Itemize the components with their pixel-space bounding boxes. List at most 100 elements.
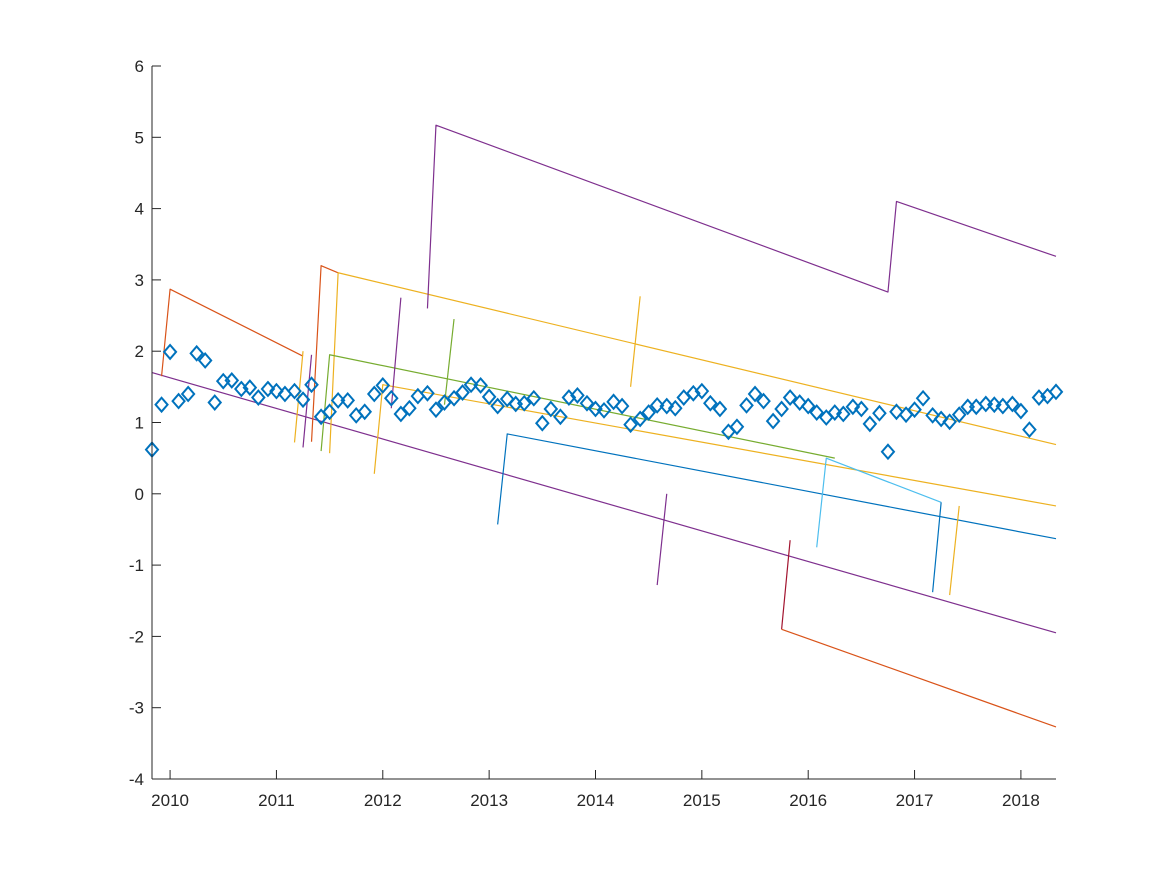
data-point-diamond — [872, 404, 887, 422]
data-point-diamond — [694, 382, 710, 400]
data-point-diamond — [729, 418, 745, 436]
data-point-diamond — [171, 392, 186, 410]
series-line-18 — [932, 502, 942, 593]
x-tick-label: 2015 — [683, 791, 721, 810]
data-point-diamond — [800, 397, 816, 415]
data-point-diamond — [915, 389, 931, 407]
data-point-diamond — [641, 404, 656, 421]
data-point-diamond — [712, 400, 728, 418]
y-tick-label: 2 — [135, 342, 144, 361]
data-point-diamond — [516, 394, 532, 412]
data-point-diamond — [835, 405, 851, 423]
data-point-diamond — [180, 385, 196, 403]
data-point-diamond — [756, 392, 771, 410]
series-line-4 — [310, 265, 339, 442]
data-point-diamond — [251, 389, 266, 406]
data-point-diamond — [189, 344, 204, 362]
x-tick-label: 2017 — [896, 791, 934, 810]
data-point-diamond — [880, 443, 896, 461]
x-tick-label: 2010 — [151, 791, 189, 810]
x-tick-label: 2013 — [470, 791, 508, 810]
data-point-diamond — [845, 398, 861, 416]
series-line-6 — [329, 272, 1057, 454]
data-point-diamond — [534, 414, 550, 432]
series-line-14 — [656, 493, 668, 586]
data-point-diamond — [304, 376, 319, 394]
data-point-diamond — [1005, 395, 1020, 413]
data-point-diamond — [499, 390, 515, 408]
data-point-diamond — [340, 391, 356, 409]
y-tick-label: -2 — [129, 627, 144, 646]
data-point-diamond — [197, 352, 213, 369]
y-tick-label: -4 — [129, 770, 144, 789]
data-point-diamond — [481, 388, 497, 406]
y-tick-label: -1 — [129, 556, 144, 575]
data-point-diamond — [889, 403, 904, 421]
series-line-13 — [497, 433, 1057, 540]
data-point-diamond — [162, 343, 178, 361]
data-point-diamond — [739, 396, 754, 414]
data-point-diamond — [774, 400, 789, 418]
data-point-diamond — [543, 400, 559, 418]
data-point-diamond — [393, 405, 409, 423]
data-point-diamond — [570, 386, 585, 404]
series-line-15 — [781, 540, 791, 630]
y-tick-label: 6 — [135, 57, 144, 76]
series-line-16 — [781, 628, 1057, 728]
data-point-diamond — [463, 376, 479, 394]
data-point-diamond — [207, 394, 223, 411]
data-point-diamond — [925, 406, 940, 424]
data-point-diamond — [623, 416, 638, 434]
series-line-12 — [629, 296, 641, 387]
data-point-diamond — [765, 412, 781, 430]
data-point-diamond — [366, 385, 382, 403]
series-layer — [144, 124, 1064, 728]
data-point-diamond — [1013, 402, 1029, 420]
data-point-diamond — [986, 396, 1002, 414]
data-point-diamond — [473, 377, 488, 394]
series-line-1 — [151, 372, 1057, 634]
data-point-diamond — [942, 413, 957, 431]
data-point-diamond — [402, 399, 417, 417]
x-tick-label: 2014 — [577, 791, 615, 810]
data-point-diamond — [330, 391, 346, 409]
x-tick-label: 2012 — [364, 791, 402, 810]
data-point-diamond — [1048, 383, 1064, 401]
data-point-diamond — [933, 410, 949, 428]
x-tick-label: 2016 — [789, 791, 827, 810]
data-point-diamond — [827, 404, 843, 421]
data-point-diamond — [154, 396, 169, 414]
data-point-diamond — [588, 400, 603, 418]
data-point-diamond — [357, 403, 373, 421]
data-point-diamond — [224, 372, 240, 389]
data-point-diamond — [703, 394, 718, 412]
data-point-diamond — [295, 391, 311, 409]
data-point-diamond — [1022, 421, 1037, 439]
x-tick-label: 2018 — [1002, 791, 1040, 810]
y-tick-label: 3 — [135, 271, 144, 290]
series-line-2 — [160, 288, 304, 377]
data-point-diamond — [606, 393, 621, 411]
data-point-diamond — [322, 403, 337, 421]
data-point-diamond — [907, 401, 922, 419]
data-point-diamond — [686, 384, 701, 402]
data-point-diamond — [269, 382, 284, 400]
axes: -4 -3 -2 -1 0 1 2 3 4 5 6 2010 2011 2012 2013 2014 2015 2… — [129, 57, 1056, 810]
data-point-diamond — [854, 400, 869, 418]
series-line-11 — [426, 124, 1057, 309]
data-point-diamond — [375, 377, 391, 394]
data-point-diamond — [792, 394, 808, 411]
y-tick-label: 4 — [135, 200, 144, 219]
y-tick-label: -3 — [129, 699, 144, 718]
data-point-diamond — [446, 389, 462, 407]
x-tick-label: 2011 — [258, 791, 295, 810]
data-point-diamond — [659, 397, 675, 415]
y-tick-label: 1 — [135, 414, 144, 433]
data-point-diamond — [667, 399, 683, 417]
data-point-diamond — [526, 389, 542, 407]
series-line-17 — [816, 457, 942, 548]
data-point-diamond — [561, 389, 577, 406]
data-point-diamond — [242, 379, 258, 396]
data-point-diamond — [383, 389, 399, 407]
